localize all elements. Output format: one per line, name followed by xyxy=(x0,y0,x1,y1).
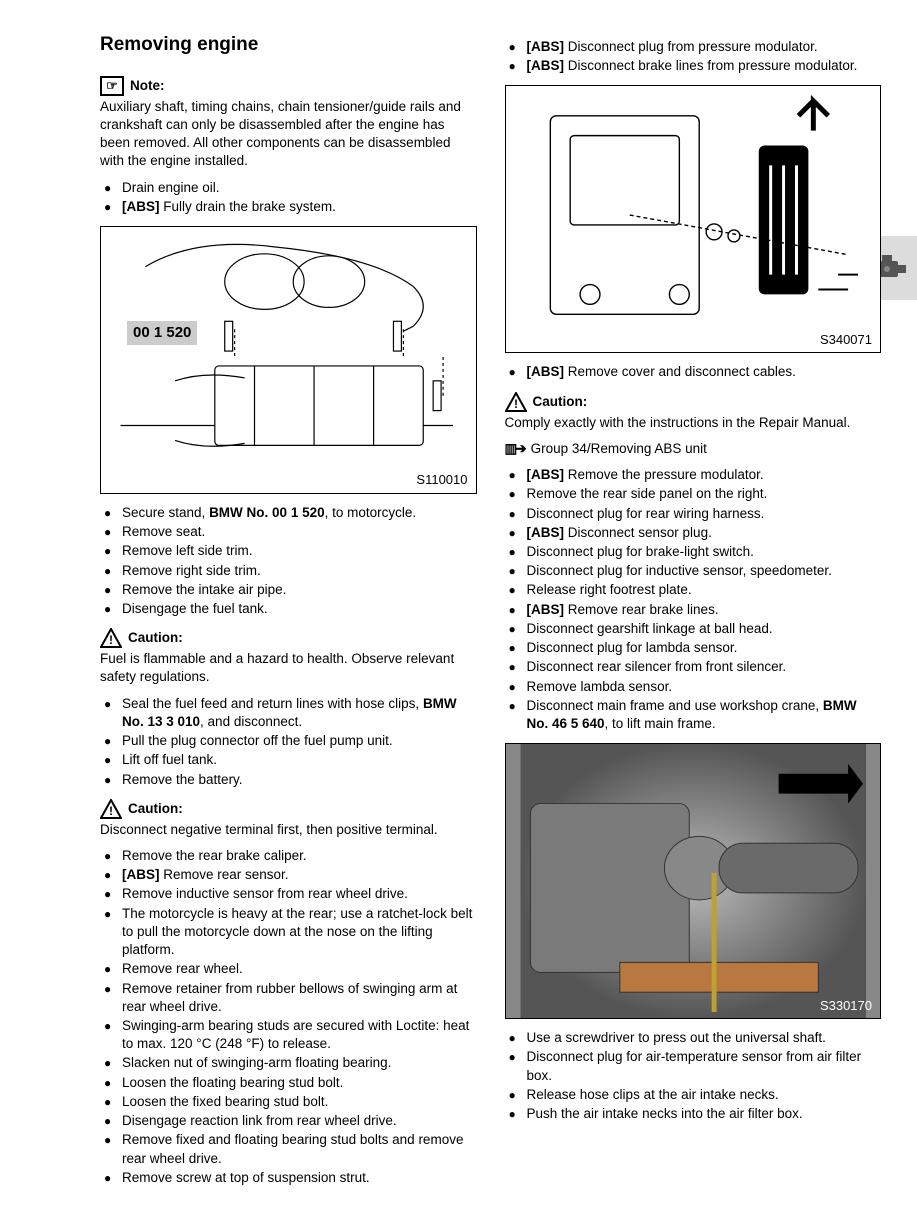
figure-2-drawing xyxy=(506,86,881,352)
step-item: Use a screwdriver to press out the unive… xyxy=(509,1029,882,1047)
tool-label: 00 1 520 xyxy=(127,321,197,345)
step-item: Lift off fuel tank. xyxy=(104,751,477,769)
step-item: [ABS] Disconnect brake lines from pressu… xyxy=(509,57,882,75)
figure-2: S340071 xyxy=(505,85,882,353)
steps-c: Seal the fuel feed and return lines with… xyxy=(100,695,477,789)
note-icon: ☞ xyxy=(100,76,124,96)
steps-f: [ABS] Remove cover and disconnect cables… xyxy=(505,363,882,381)
step-item: Disconnect rear silencer from front sile… xyxy=(509,658,882,676)
step-item: Remove the rear brake caliper. xyxy=(104,847,477,865)
caution-1-label: Caution: xyxy=(128,629,183,647)
steps-a: Drain engine oil.[ABS] Fully drain the b… xyxy=(100,179,477,216)
step-item: Disconnect plug for rear wiring harness. xyxy=(509,505,882,523)
step-item: [ABS] Fully drain the brake system. xyxy=(104,198,477,216)
step-item: Remove the rear side panel on the right. xyxy=(509,485,882,503)
xref-arrow-icon: ▥➔ xyxy=(505,440,525,458)
figure-3: S330170 xyxy=(505,743,882,1019)
left-column: Removing engine ☞ Note: Auxiliary shaft,… xyxy=(100,32,477,1195)
caution-3-heading: ! Caution: xyxy=(505,392,882,412)
step-item: Remove screw at top of suspension strut. xyxy=(104,1169,477,1187)
step-item: Release right footrest plate. xyxy=(509,581,882,599)
warning-icon: ! xyxy=(100,799,122,819)
caution-3-text: Comply exactly with the instructions in … xyxy=(505,414,882,432)
step-item: Push the air intake necks into the air f… xyxy=(509,1105,882,1123)
caution-2-heading: ! Caution: xyxy=(100,799,477,819)
svg-text:!: ! xyxy=(109,804,113,818)
figure-2-id: S340071 xyxy=(818,331,874,349)
steps-b: Secure stand, BMW No. 00 1 520, to motor… xyxy=(100,504,477,618)
figure-1-drawing xyxy=(101,227,476,493)
figure-3-id: S330170 xyxy=(818,997,874,1015)
step-item: Disconnect plug for air-temperature sens… xyxy=(509,1048,882,1084)
step-item: Disconnect main frame and use workshop c… xyxy=(509,697,882,733)
step-item: Disconnect gearshift linkage at ball hea… xyxy=(509,620,882,638)
steps-d: Remove the rear brake caliper.[ABS] Remo… xyxy=(100,847,477,1187)
step-item: Slacken nut of swinging-arm floating bea… xyxy=(104,1054,477,1072)
step-item: Disconnect plug for inductive sensor, sp… xyxy=(509,562,882,580)
step-item: Remove seat. xyxy=(104,523,477,541)
step-item: Remove the battery. xyxy=(104,771,477,789)
step-item: Disengage the fuel tank. xyxy=(104,600,477,618)
step-item: Remove retainer from rubber bellows of s… xyxy=(104,980,477,1016)
step-item: [ABS] Remove rear sensor. xyxy=(104,866,477,884)
svg-text:!: ! xyxy=(514,397,518,411)
note-label: Note: xyxy=(130,77,165,95)
step-item: Secure stand, BMW No. 00 1 520, to motor… xyxy=(104,504,477,522)
svg-text:!: ! xyxy=(109,633,113,647)
step-item: Drain engine oil. xyxy=(104,179,477,197)
figure-1-id: S110010 xyxy=(414,471,469,489)
cross-reference: ▥➔ Group 34/Removing ABS unit xyxy=(505,440,882,458)
warning-icon: ! xyxy=(100,628,122,648)
step-item: Loosen the floating bearing stud bolt. xyxy=(104,1074,477,1092)
step-item: Loosen the fixed bearing stud bolt. xyxy=(104,1093,477,1111)
caution-3-label: Caution: xyxy=(533,393,588,411)
step-item: Disconnect plug for lambda sensor. xyxy=(509,639,882,657)
step-item: Remove fixed and floating bearing stud b… xyxy=(104,1131,477,1167)
steps-e: [ABS] Disconnect plug from pressure modu… xyxy=(505,38,882,75)
caution-2-text: Disconnect negative terminal first, then… xyxy=(100,821,477,839)
caution-2-label: Caution: xyxy=(128,800,183,818)
step-item: Remove the intake air pipe. xyxy=(104,581,477,599)
step-item: [ABS] Remove the pressure modulator. xyxy=(509,466,882,484)
step-item: Remove inductive sensor from rear wheel … xyxy=(104,885,477,903)
step-item: Disengage reaction link from rear wheel … xyxy=(104,1112,477,1130)
step-item: Disconnect plug for brake-light switch. xyxy=(509,543,882,561)
note-heading: ☞ Note: xyxy=(100,76,477,96)
figure-1: 00 1 520 xyxy=(100,226,477,494)
steps-g: [ABS] Remove the pressure modulator.Remo… xyxy=(505,466,882,733)
step-item: Remove left side trim. xyxy=(104,542,477,560)
step-item: [ABS] Remove cover and disconnect cables… xyxy=(509,363,882,381)
figure-3-photo xyxy=(506,744,881,1018)
steps-h: Use a screwdriver to press out the unive… xyxy=(505,1029,882,1123)
step-item: Remove rear wheel. xyxy=(104,960,477,978)
note-text: Auxiliary shaft, timing chains, chain te… xyxy=(100,98,477,171)
step-item: Remove lambda sensor. xyxy=(509,678,882,696)
caution-1-heading: ! Caution: xyxy=(100,628,477,648)
step-item: [ABS] Disconnect sensor plug. xyxy=(509,524,882,542)
caution-1-text: Fuel is flammable and a hazard to health… xyxy=(100,650,477,686)
step-item: Pull the plug connector off the fuel pum… xyxy=(104,732,477,750)
right-column: [ABS] Disconnect plug from pressure modu… xyxy=(505,32,882,1195)
page-title: Removing engine xyxy=(100,32,477,58)
step-item: Seal the fuel feed and return lines with… xyxy=(104,695,477,731)
warning-icon: ! xyxy=(505,392,527,412)
step-item: [ABS] Remove rear brake lines. xyxy=(509,601,882,619)
step-item: The motorcycle is heavy at the rear; use… xyxy=(104,905,477,960)
xref-text: Group 34/Removing ABS unit xyxy=(531,440,707,458)
step-item: [ABS] Disconnect plug from pressure modu… xyxy=(509,38,882,56)
step-item: Release hose clips at the air intake nec… xyxy=(509,1086,882,1104)
step-item: Swinging-arm bearing studs are secured w… xyxy=(104,1017,477,1053)
step-item: Remove right side trim. xyxy=(104,562,477,580)
